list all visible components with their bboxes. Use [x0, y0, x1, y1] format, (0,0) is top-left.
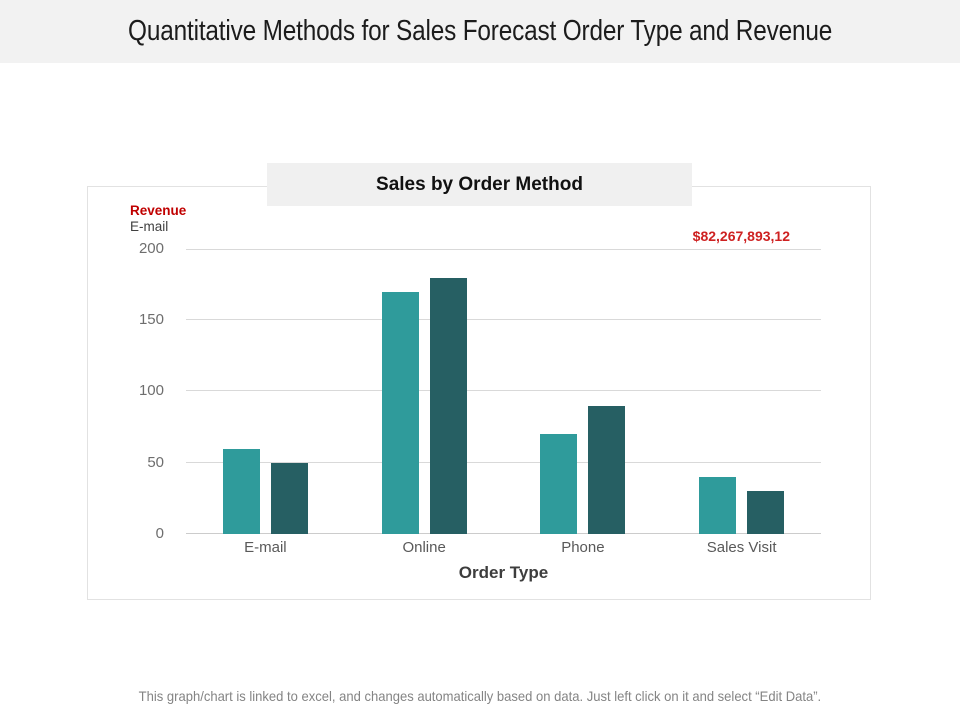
slide-footer: This graph/chart is linked to excel, and…	[0, 688, 960, 706]
gridline	[186, 533, 821, 534]
y-tick-label: 0	[155, 525, 164, 542]
chart-title-box: Sales by Order Method	[267, 163, 692, 206]
legend-series-label: E-mail	[130, 219, 169, 234]
chart-legend: Revenue E-mail	[130, 202, 186, 235]
y-axis-labels: 0 50 100 150 200	[106, 240, 164, 542]
bar[interactable]	[270, 462, 308, 534]
bar[interactable]	[381, 291, 419, 534]
y-tick-label: 200	[138, 240, 164, 257]
x-tick-label: Phone	[561, 539, 605, 556]
legend-revenue-label: Revenue	[130, 203, 187, 218]
bar-group-phone	[504, 249, 663, 534]
revenue-value-callout: $82,267,893,12	[692, 228, 790, 244]
x-tick-label: Sales Visit	[706, 539, 777, 556]
gridline	[186, 390, 821, 391]
y-tick-label: 100	[138, 382, 164, 399]
x-tick-label: E-mail	[244, 539, 287, 556]
chart-panel[interactable]: Revenue E-mail $82,267,893,12 0 50 100 150 2…	[87, 186, 871, 600]
bar-group-online	[345, 249, 504, 534]
bar[interactable]	[699, 477, 737, 534]
gridline	[186, 319, 821, 320]
y-tick-label: 150	[138, 311, 164, 328]
slide-header: Quantitative Methods for Sales Forecast …	[0, 0, 960, 63]
x-tick-label: Online	[402, 539, 446, 556]
bar[interactable]	[222, 448, 260, 534]
bar[interactable]	[588, 405, 626, 534]
x-axis-title: Order Type	[458, 563, 549, 582]
bar-group-sales-visit	[662, 249, 821, 534]
y-tick-label: 50	[147, 454, 164, 471]
slide-title: Quantitative Methods for Sales Forecast …	[127, 15, 833, 47]
footer-note: This graph/chart is linked to excel, and…	[138, 688, 822, 704]
chart-title: Sales by Order Method	[376, 173, 583, 195]
bar[interactable]	[429, 277, 467, 534]
bar[interactable]	[747, 491, 785, 534]
bar[interactable]	[540, 434, 578, 534]
plot-area	[186, 249, 821, 534]
x-axis-labels: E-mail Online Phone Sales Visit	[186, 539, 821, 556]
gridline	[186, 249, 821, 250]
gridline	[186, 462, 821, 463]
bar-group-e-mail	[186, 249, 345, 534]
